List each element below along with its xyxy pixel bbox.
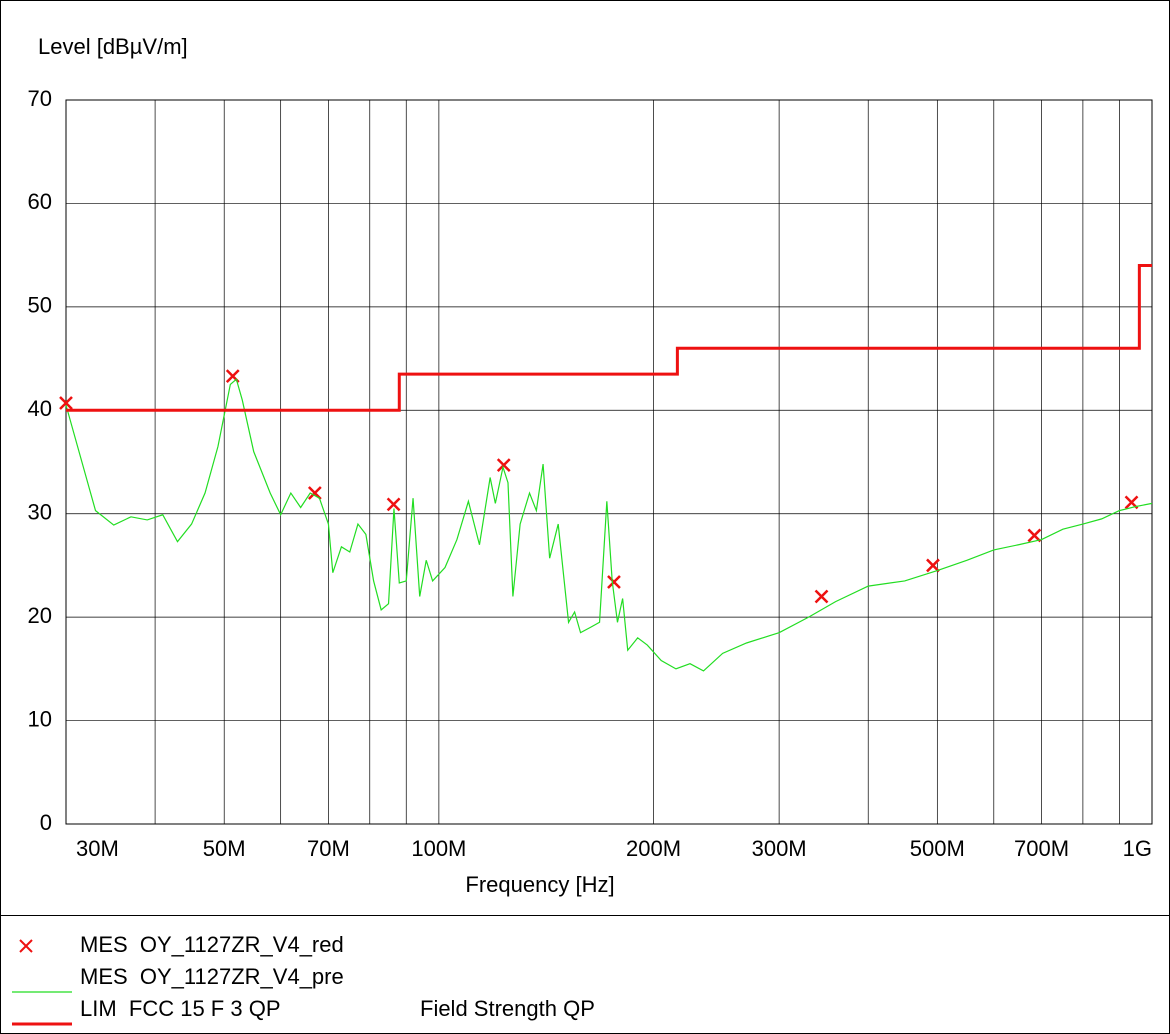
marker <box>496 458 511 472</box>
trace <box>65 378 1153 672</box>
x-tick-label: 50M <box>203 836 246 861</box>
x-tick-label: 100M <box>411 836 466 861</box>
y-tick-label: 50 <box>28 293 52 318</box>
x-tick-label: 70M <box>307 836 350 861</box>
y-tick-label: 10 <box>28 706 52 731</box>
marker <box>307 486 322 500</box>
marker <box>59 396 73 410</box>
marker <box>1027 528 1042 543</box>
y-axis-title: Level [dBµV/m] <box>38 34 188 59</box>
y-tick-label: 60 <box>28 189 52 214</box>
marker <box>814 589 829 604</box>
marker <box>926 558 940 573</box>
x-axis-title: Frequency [Hz] <box>465 872 614 897</box>
x-tick-label: 700M <box>1014 836 1069 861</box>
plot-area <box>65 99 1153 825</box>
x-tick-label: 300M <box>752 836 807 861</box>
y-tick-label: 30 <box>28 500 52 525</box>
legend-label: MES OY_1127ZR_V4_red <box>80 932 344 957</box>
legend-label: MES OY_1127ZR_V4_pre <box>80 964 344 989</box>
y-tick-label: 0 <box>40 810 52 835</box>
marker <box>607 575 621 589</box>
y-tick-label: 40 <box>28 396 52 421</box>
legend-label: LIM FCC 15 F 3 QP <box>80 996 281 1021</box>
limit-line <box>66 263 1152 412</box>
marker <box>386 497 401 512</box>
x-tick-label: 500M <box>910 836 965 861</box>
x-tick-label: 200M <box>626 836 681 861</box>
x-tick-label: 30M <box>76 836 119 861</box>
y-tick-label: 20 <box>28 603 52 628</box>
y-tick-label: 70 <box>28 86 52 111</box>
legend-marker <box>19 939 33 953</box>
x-tick-label: 1G <box>1123 836 1152 861</box>
legend-description: Field Strength QP <box>420 996 595 1021</box>
